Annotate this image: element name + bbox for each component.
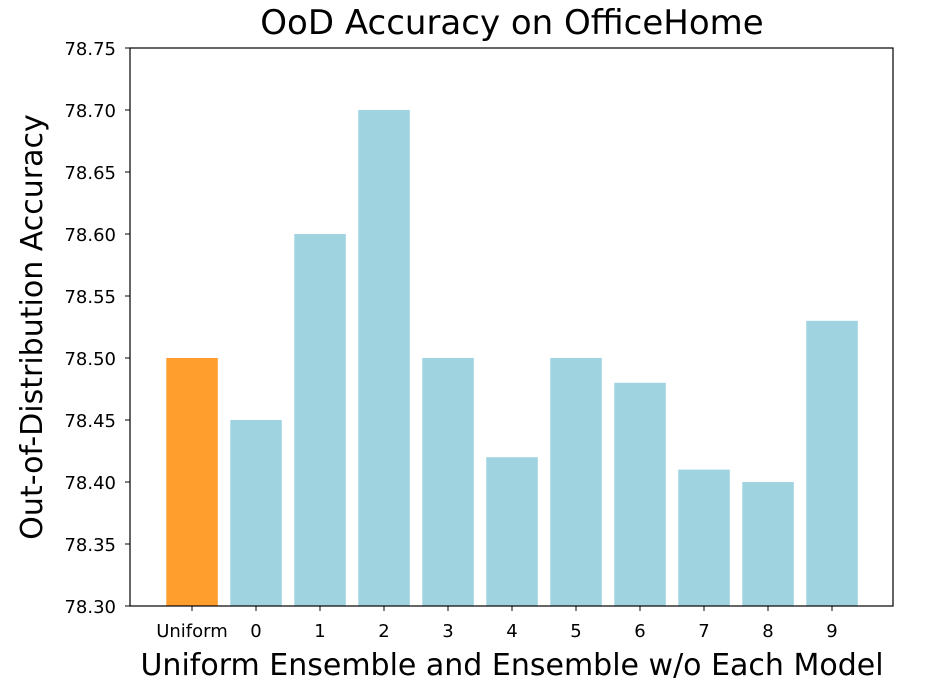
y-tick-label: 78.60 bbox=[64, 225, 116, 246]
y-axis-label: Out-of-Distribution Accuracy bbox=[15, 114, 50, 539]
bar-2 bbox=[358, 110, 410, 606]
x-tick-label: 0 bbox=[250, 621, 261, 642]
x-axis-label: Uniform Ensemble and Ensemble w/o Each M… bbox=[140, 648, 883, 683]
y-tick-label: 78.45 bbox=[64, 411, 116, 432]
y-tick-label: 78.75 bbox=[64, 39, 116, 60]
plot-frame bbox=[129, 47, 894, 607]
x-tick-label: 8 bbox=[762, 621, 773, 642]
y-tick-label: 78.50 bbox=[64, 349, 116, 370]
y-tick-label: 78.55 bbox=[64, 287, 116, 308]
x-tick-label: 4 bbox=[506, 621, 517, 642]
y-axis: 78.30 78.35 78.40 78.45 78.50 78.55 78.60 78.65… bbox=[64, 39, 130, 618]
y-tick-label: 78.35 bbox=[64, 535, 116, 556]
x-tick-label: 1 bbox=[314, 621, 325, 642]
y-tick-label: 78.40 bbox=[64, 473, 116, 494]
chart-title: OoD Accuracy on OfficeHome bbox=[260, 3, 763, 43]
bar-3 bbox=[422, 358, 474, 606]
bar-9 bbox=[806, 320, 858, 606]
y-tick-label: 78.65 bbox=[64, 163, 116, 184]
x-tick-label: 6 bbox=[634, 621, 645, 642]
x-tick-label: Uniform bbox=[156, 621, 228, 642]
bars-group bbox=[166, 110, 858, 606]
bar-4 bbox=[486, 457, 538, 606]
bar-7 bbox=[678, 469, 730, 606]
bar-uniform bbox=[166, 358, 218, 606]
x-tick-label: 2 bbox=[378, 621, 389, 642]
bar-8 bbox=[742, 482, 794, 606]
bar-5 bbox=[550, 358, 602, 606]
x-tick-label: 3 bbox=[442, 621, 453, 642]
bar-1 bbox=[294, 234, 346, 606]
x-tick-label: 7 bbox=[698, 621, 709, 642]
bar-6 bbox=[614, 382, 666, 606]
x-tick-label: 9 bbox=[826, 621, 837, 642]
y-tick-label: 78.30 bbox=[64, 597, 116, 618]
x-axis: Uniform 0 1 2 3 4 5 6 7 8 9 bbox=[156, 606, 838, 642]
y-tick-label: 78.70 bbox=[64, 101, 116, 122]
bar-0 bbox=[230, 420, 282, 606]
x-tick-label: 5 bbox=[570, 621, 581, 642]
